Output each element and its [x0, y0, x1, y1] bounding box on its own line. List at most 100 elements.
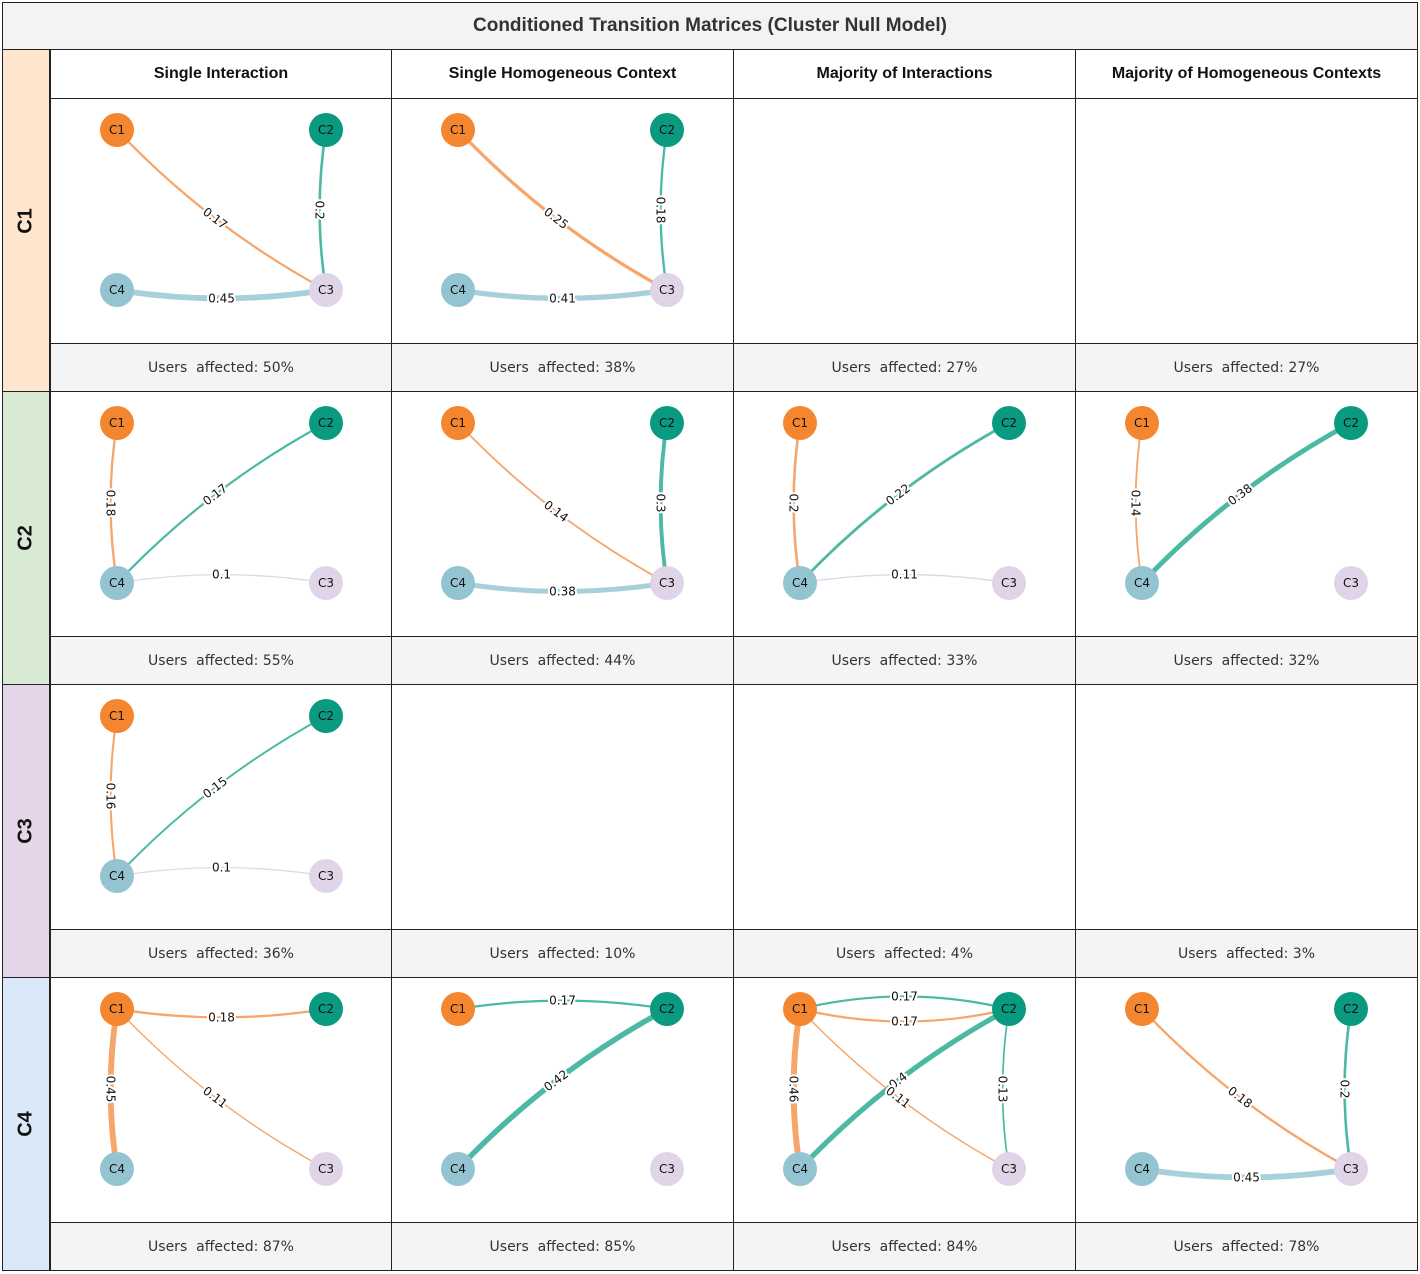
- edge-c1-c3: [115, 128, 328, 292]
- cell-c1-majority-of-homogeneous-contexts: Users affected: 27%: [1076, 99, 1418, 392]
- edge-c1-c2: [115, 1007, 328, 1019]
- edge-weight-label: 0.17: [891, 1015, 918, 1029]
- node-circle: [783, 992, 817, 1026]
- edge-c1-c3: [1140, 1007, 1353, 1171]
- edge-weight-label: 0.45: [208, 291, 235, 305]
- node-label: C4: [1134, 1162, 1150, 1176]
- edge-weight-label: 0.41: [549, 291, 576, 305]
- cell-c2-single-interaction: 0.18 0.17 0.1 C1 C2 C3 C4 Users affected: 55%: [50, 392, 392, 685]
- edge-c1-c4: [109, 714, 119, 878]
- node-circle: [100, 1152, 134, 1186]
- node-c1: C1: [441, 406, 475, 440]
- edge-weight-label: 0.1: [212, 568, 231, 582]
- node-c2: C2: [650, 406, 684, 440]
- node-c2: C2: [1334, 406, 1368, 440]
- node-c1: C1: [1125, 992, 1159, 1026]
- cell-c3-single-interaction: 0.16 0.15 0.1 C1 C2 C3 C4 Users affected: 36%: [50, 685, 392, 978]
- edge-weight-label: 0.18: [1225, 1084, 1255, 1111]
- edge-c1-c4: [109, 421, 119, 585]
- node-circle: [1125, 1152, 1159, 1186]
- cell-c2-single-homogeneous-context: 0.14 0.3 0.38 C1 C2 C3 C4 Users affected: 44%: [392, 392, 734, 685]
- node-c1: C1: [1125, 406, 1159, 440]
- node-label: C4: [792, 576, 808, 590]
- edge-c2-c4: [455, 1006, 670, 1172]
- node-c2: C2: [992, 992, 1026, 1026]
- node-label: C4: [450, 283, 466, 297]
- node-c4: C4: [100, 1152, 134, 1186]
- edge-weight-label: 0.45: [1233, 1170, 1260, 1184]
- edge-c4-c3: [114, 287, 329, 302]
- users-affected-label: Users affected: 84%: [734, 1222, 1075, 1270]
- edge-weight-label: 0.16: [104, 783, 118, 810]
- cell-c1-majority-of-interactions: Users affected: 27%: [734, 99, 1076, 392]
- users-affected-label: Users affected: 50%: [51, 343, 391, 391]
- node-label: C1: [450, 1002, 466, 1016]
- node-label: C1: [1134, 416, 1150, 430]
- edge-weight-label: 0.14: [1129, 490, 1143, 517]
- row-label-text: C1: [14, 207, 37, 234]
- node-label: C2: [1001, 1002, 1017, 1016]
- node-circle: [783, 406, 817, 440]
- edge-weight-label: 0.1: [212, 861, 231, 875]
- edge-c1-c3: [456, 128, 669, 292]
- node-label: C3: [659, 576, 675, 590]
- node-circle: [650, 273, 684, 307]
- node-c1: C1: [100, 113, 134, 147]
- edge-c2-c1: [798, 995, 1011, 1011]
- users-affected-label: Users affected: 36%: [51, 929, 391, 977]
- node-c4: C4: [100, 566, 134, 600]
- edge-weight-label: 0.2: [787, 493, 801, 512]
- node-label: C4: [450, 576, 466, 590]
- node-circle: [309, 273, 343, 307]
- edge-c2-c3: [1001, 1008, 1010, 1170]
- node-label: C1: [792, 1002, 808, 1016]
- edge-weight-label: 0.46: [787, 1076, 801, 1103]
- node-circle: [441, 113, 475, 147]
- node-circle: [650, 566, 684, 600]
- cell-c4-majority-of-homogeneous-contexts: 0.18 0.2 0.45 C1 C2 C3 C4 Users affected: 78%: [1076, 978, 1418, 1271]
- node-label: C3: [318, 283, 334, 297]
- node-label: C4: [109, 576, 125, 590]
- edge-c1-c2: [798, 1007, 1011, 1023]
- edge-c2-c3: [659, 128, 669, 292]
- node-label: C4: [450, 1162, 466, 1176]
- node-circle: [441, 273, 475, 307]
- node-circle: [783, 566, 817, 600]
- users-affected-label: Users affected: 38%: [392, 343, 733, 391]
- node-c4: C4: [100, 859, 134, 893]
- node-circle: [1334, 566, 1368, 600]
- node-circle: [100, 273, 134, 307]
- node-c4: C4: [441, 1152, 475, 1186]
- node-c1: C1: [441, 113, 475, 147]
- edge-c1-c3: [457, 422, 668, 584]
- users-affected-label: Users affected: 27%: [1076, 343, 1417, 391]
- edge-c1-c4: [1134, 422, 1143, 584]
- node-c3: C3: [1334, 566, 1368, 600]
- node-label: C3: [659, 1162, 675, 1176]
- network-plot: 0.16 0.15 0.1 C1 C2 C3 C4: [100, 699, 343, 893]
- edge-c3-c4: [799, 573, 1010, 584]
- node-c4: C4: [100, 273, 134, 307]
- node-c3: C3: [992, 566, 1026, 600]
- node-circle: [100, 699, 134, 733]
- node-circle: [100, 113, 134, 147]
- node-circle: [309, 992, 343, 1026]
- node-label: C2: [1343, 416, 1359, 430]
- row-label-text: C2: [14, 525, 37, 551]
- node-circle: [309, 406, 343, 440]
- node-label: C3: [1001, 576, 1017, 590]
- edge-c2-c3: [658, 421, 669, 585]
- figure-title: Conditioned Transition Matrices (Cluster…: [2, 2, 1418, 50]
- cell-c2-majority-of-homogeneous-contexts: 0.14 0.38 C1 C2 C3 C4 Users affected: 32%: [1076, 392, 1418, 685]
- node-circle: [992, 406, 1026, 440]
- node-circle: [309, 859, 343, 893]
- edge-c1-c4: [790, 1006, 803, 1172]
- node-label: C1: [109, 416, 125, 430]
- node-circle: [650, 406, 684, 440]
- edge-c2-c4: [1139, 420, 1354, 586]
- cell-c3-majority-of-homogeneous-contexts: Users affected: 3%: [1076, 685, 1418, 978]
- node-label: C2: [1001, 416, 1017, 430]
- node-c4: C4: [441, 566, 475, 600]
- edge-c1-c3: [116, 1008, 327, 1170]
